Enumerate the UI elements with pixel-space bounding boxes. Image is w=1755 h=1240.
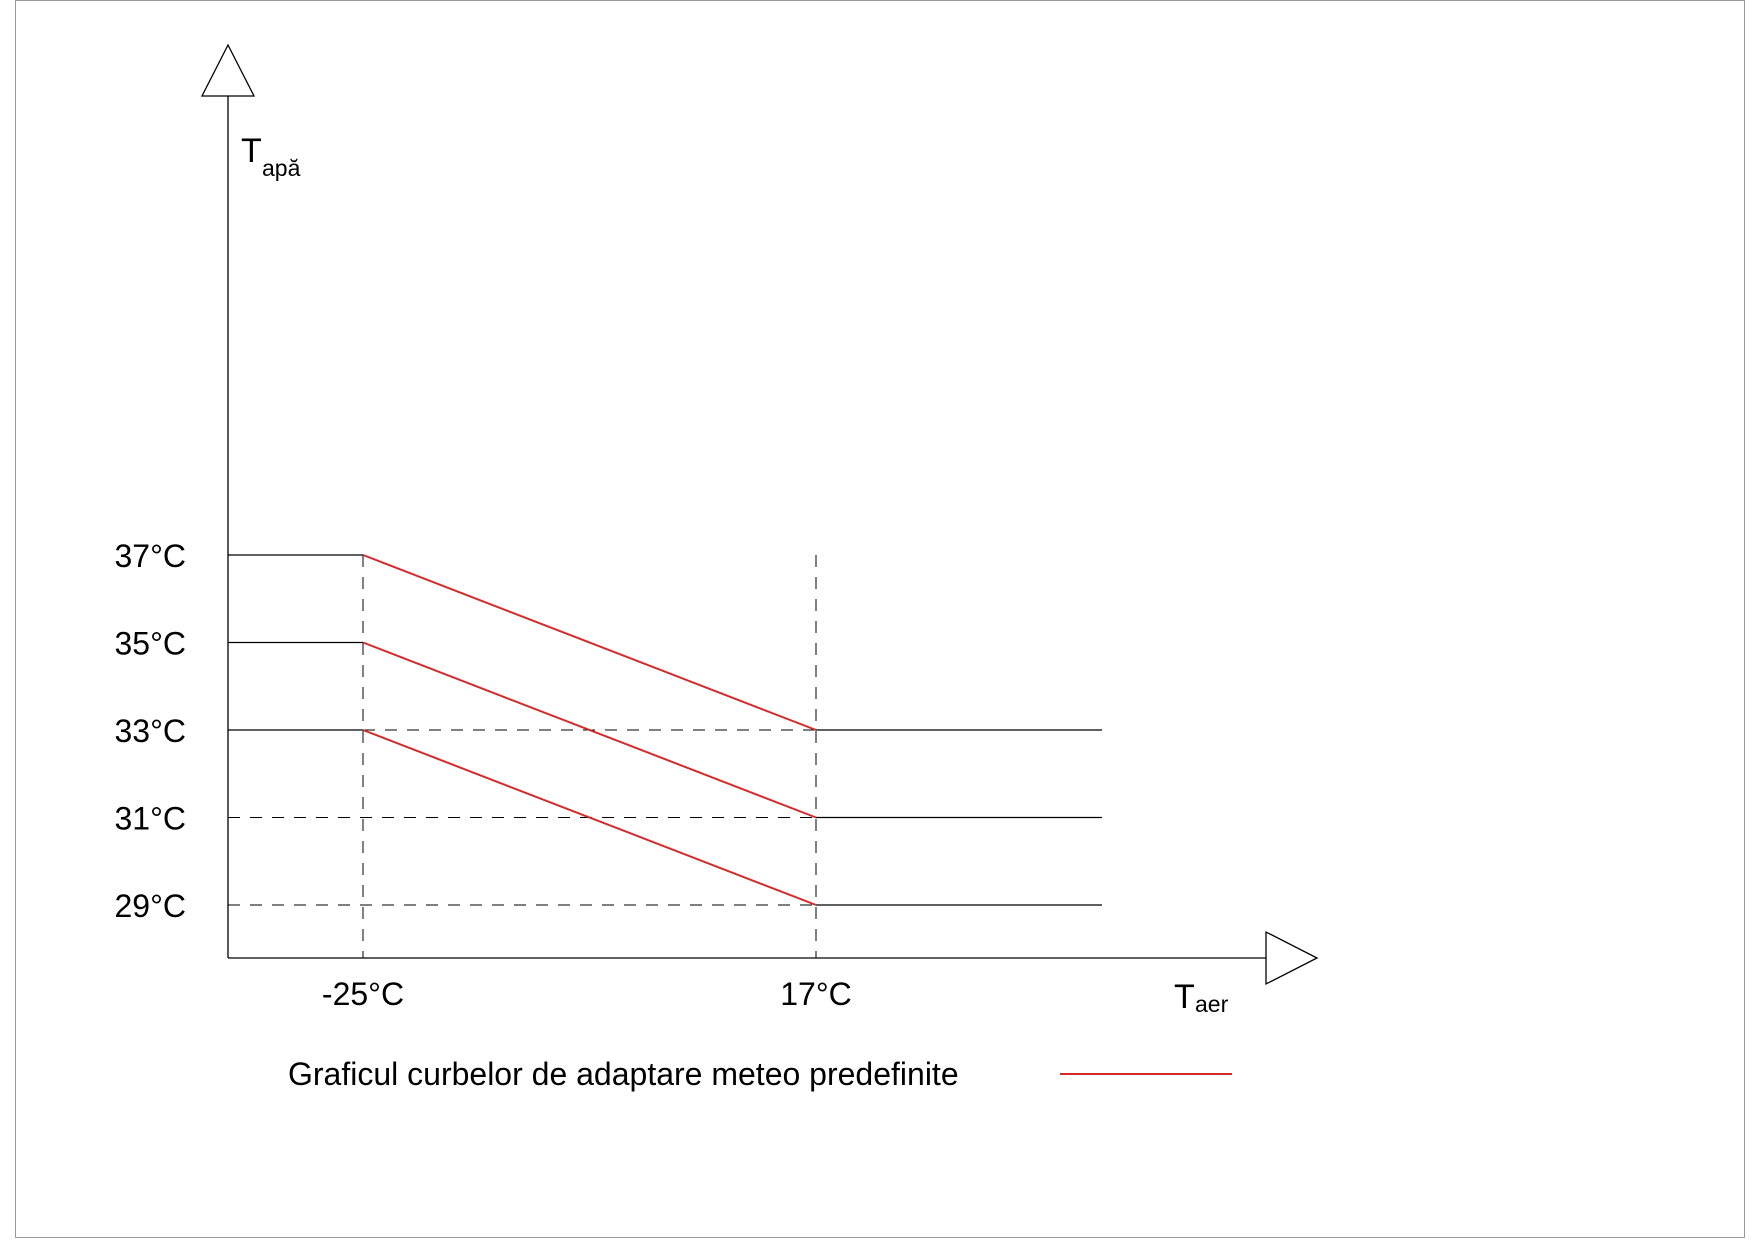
legend-label: Graficul curbelor de adaptare meteo pred… — [288, 1056, 959, 1092]
x-tick-label: 17°C — [780, 976, 852, 1012]
plateau-lines — [228, 554, 1102, 906]
y-tick-label: 37°C — [115, 538, 187, 574]
curve-curve-2 — [362, 641, 817, 819]
y-tick-labels: 37°C 35°C 33°C 31°C 29°C — [115, 538, 187, 924]
x-tick-label: -25°C — [322, 976, 404, 1012]
y-axis-label: T apă — [241, 132, 301, 181]
y-axis-label-sub: apă — [262, 155, 301, 181]
curve-curve-1 — [362, 554, 817, 731]
x-axis-arrow — [1265, 930, 1319, 986]
y-tick-label: 29°C — [115, 888, 187, 924]
axes — [200, 43, 1319, 986]
legend: Graficul curbelor de adaptare meteo pred… — [288, 1056, 1232, 1092]
page-border — [15, 0, 1745, 1238]
y-tick-label: 33°C — [115, 713, 187, 749]
x-axis-label-main: T — [1174, 978, 1195, 1016]
x-tick-labels: -25°C 17°C — [322, 976, 852, 1012]
x-axis-label: T aer — [1174, 978, 1229, 1017]
curve-curve-3 — [362, 729, 817, 906]
x-axis-label-sub: aer — [1195, 991, 1229, 1017]
curve-lines — [362, 554, 817, 906]
y-tick-label: 31°C — [115, 801, 187, 837]
y-axis-arrow — [200, 43, 256, 97]
y-axis-label-main: T — [241, 132, 262, 170]
y-tick-label: 35°C — [115, 626, 187, 662]
